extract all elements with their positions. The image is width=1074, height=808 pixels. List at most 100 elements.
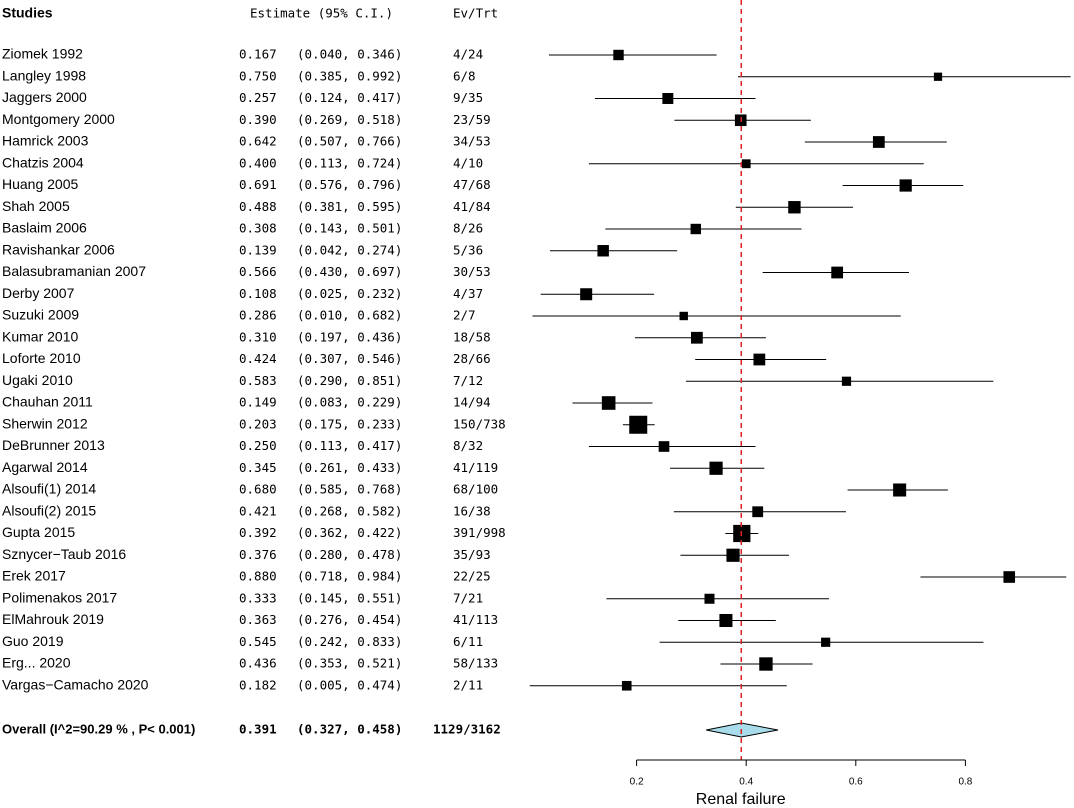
study-ci: (0.261, 0.433) <box>297 460 402 475</box>
study-name: Chauhan 2011 <box>2 394 93 410</box>
study-name: Polimenakos 2017 <box>2 589 117 605</box>
study-name: Derby 2007 <box>2 285 75 301</box>
study-ci: (0.576, 0.796) <box>297 177 402 192</box>
study-ci: (0.585, 0.768) <box>297 482 402 497</box>
study-ci: (0.242, 0.833) <box>297 634 402 649</box>
point-estimate-marker <box>690 223 701 235</box>
study-name: Loforte 2010 <box>2 350 81 366</box>
header-events: Ev/Trt <box>453 6 498 21</box>
study-ci: (0.276, 0.454) <box>297 612 402 627</box>
study-ci: (0.362, 0.422) <box>297 525 402 540</box>
study-estimate: 0.400 <box>239 155 277 170</box>
study-estimate: 0.424 <box>239 351 277 366</box>
study-name: Huang 2005 <box>2 176 79 192</box>
study-events: 7/12 <box>453 373 483 388</box>
study-events: 4/10 <box>453 155 483 170</box>
study-name: Ravishankar 2006 <box>2 241 115 257</box>
overall-estimate: 0.391 <box>239 722 277 737</box>
study-events: 30/53 <box>453 264 491 279</box>
study-name: Shah 2005 <box>2 198 70 214</box>
study-ci: (0.385, 0.992) <box>297 68 402 83</box>
study-ci: (0.307, 0.546) <box>297 351 402 366</box>
study-ci: (0.197, 0.436) <box>297 329 402 344</box>
study-estimate: 0.488 <box>239 199 277 214</box>
header-estimate: Estimate (95% C.I.) <box>250 6 393 21</box>
study-events: 47/68 <box>453 177 491 192</box>
study-events: 6/11 <box>453 634 483 649</box>
study-events: 34/53 <box>453 134 491 149</box>
study-estimate: 0.680 <box>239 482 277 497</box>
study-estimate: 0.345 <box>239 460 277 475</box>
study-ci: (0.280, 0.478) <box>297 547 402 562</box>
study-events: 41/113 <box>453 612 498 627</box>
study-name: Chatzis 2004 <box>2 154 84 170</box>
x-axis-tick-label: 0.6 <box>849 777 863 788</box>
study-name: Suzuki 2009 <box>2 307 79 323</box>
study-ci: (0.025, 0.232) <box>297 286 402 301</box>
study-name: Gupta 2015 <box>2 524 75 540</box>
point-estimate-marker <box>1003 571 1016 583</box>
study-estimate: 0.167 <box>239 47 277 62</box>
study-name: Balasubramanian 2007 <box>2 263 146 279</box>
study-name: Baslaim 2006 <box>2 220 87 236</box>
study-estimate: 0.421 <box>239 503 277 518</box>
study-ci: (0.010, 0.682) <box>297 308 402 323</box>
point-estimate-marker <box>601 396 616 410</box>
point-estimate-marker <box>629 415 648 434</box>
study-ci: (0.353, 0.521) <box>297 656 402 671</box>
study-name: Guo 2019 <box>2 633 64 649</box>
study-ci: (0.005, 0.474) <box>297 677 402 692</box>
study-events: 23/59 <box>453 112 491 127</box>
study-ci: (0.145, 0.551) <box>297 590 402 605</box>
study-estimate: 0.182 <box>239 677 277 692</box>
study-events: 68/100 <box>453 482 498 497</box>
study-estimate: 0.390 <box>239 112 277 127</box>
point-estimate-marker <box>741 159 751 169</box>
study-estimate: 0.310 <box>239 329 277 344</box>
study-events: 8/32 <box>453 438 483 453</box>
study-name: ElMahrouk 2019 <box>2 611 104 627</box>
study-events: 6/8 <box>453 68 476 83</box>
point-estimate-marker <box>621 680 632 691</box>
point-estimate-marker <box>613 49 624 61</box>
study-estimate: 0.376 <box>239 547 277 562</box>
x-axis-tick-label: 0.4 <box>739 777 753 788</box>
study-name: Ziomek 1992 <box>2 46 83 62</box>
header-studies: Studies <box>2 5 53 21</box>
study-events: 41/119 <box>453 460 498 475</box>
study-estimate: 0.250 <box>239 438 277 453</box>
overall-ci: (0.327, 0.458) <box>297 722 402 737</box>
study-ci: (0.430, 0.697) <box>297 264 402 279</box>
study-events: 4/24 <box>453 47 483 62</box>
point-estimate-marker <box>658 441 670 452</box>
point-estimate-marker <box>753 353 766 366</box>
study-events: 391/998 <box>453 525 506 540</box>
study-name: Erek 2017 <box>2 568 66 584</box>
study-estimate: 0.333 <box>239 590 277 605</box>
study-events: 41/84 <box>453 199 491 214</box>
study-events: 16/38 <box>453 503 491 518</box>
point-estimate-marker <box>662 93 674 104</box>
study-events: 22/25 <box>453 569 491 584</box>
study-events: 2/11 <box>453 677 483 692</box>
study-events: 7/21 <box>453 590 483 605</box>
study-ci: (0.290, 0.851) <box>297 373 402 388</box>
study-name: Sznycer−Taub 2016 <box>2 546 126 562</box>
study-estimate: 0.880 <box>239 569 277 584</box>
study-ci: (0.175, 0.233) <box>297 416 402 431</box>
study-estimate: 0.139 <box>239 242 277 257</box>
study-estimate: 0.392 <box>239 525 277 540</box>
study-estimate: 0.642 <box>239 134 277 149</box>
study-ci: (0.381, 0.595) <box>297 199 402 214</box>
study-estimate: 0.203 <box>239 416 277 431</box>
point-estimate-marker <box>709 461 723 475</box>
point-estimate-marker <box>933 72 943 81</box>
study-estimate: 0.363 <box>239 612 277 627</box>
point-estimate-marker <box>679 311 688 321</box>
point-estimate-marker <box>821 637 831 647</box>
study-name: Jaggers 2000 <box>2 89 87 105</box>
study-estimate: 0.566 <box>239 264 277 279</box>
study-ci: (0.268, 0.582) <box>297 503 402 518</box>
x-axis-label: Renal failure <box>696 791 786 808</box>
study-events: 35/93 <box>453 547 491 562</box>
